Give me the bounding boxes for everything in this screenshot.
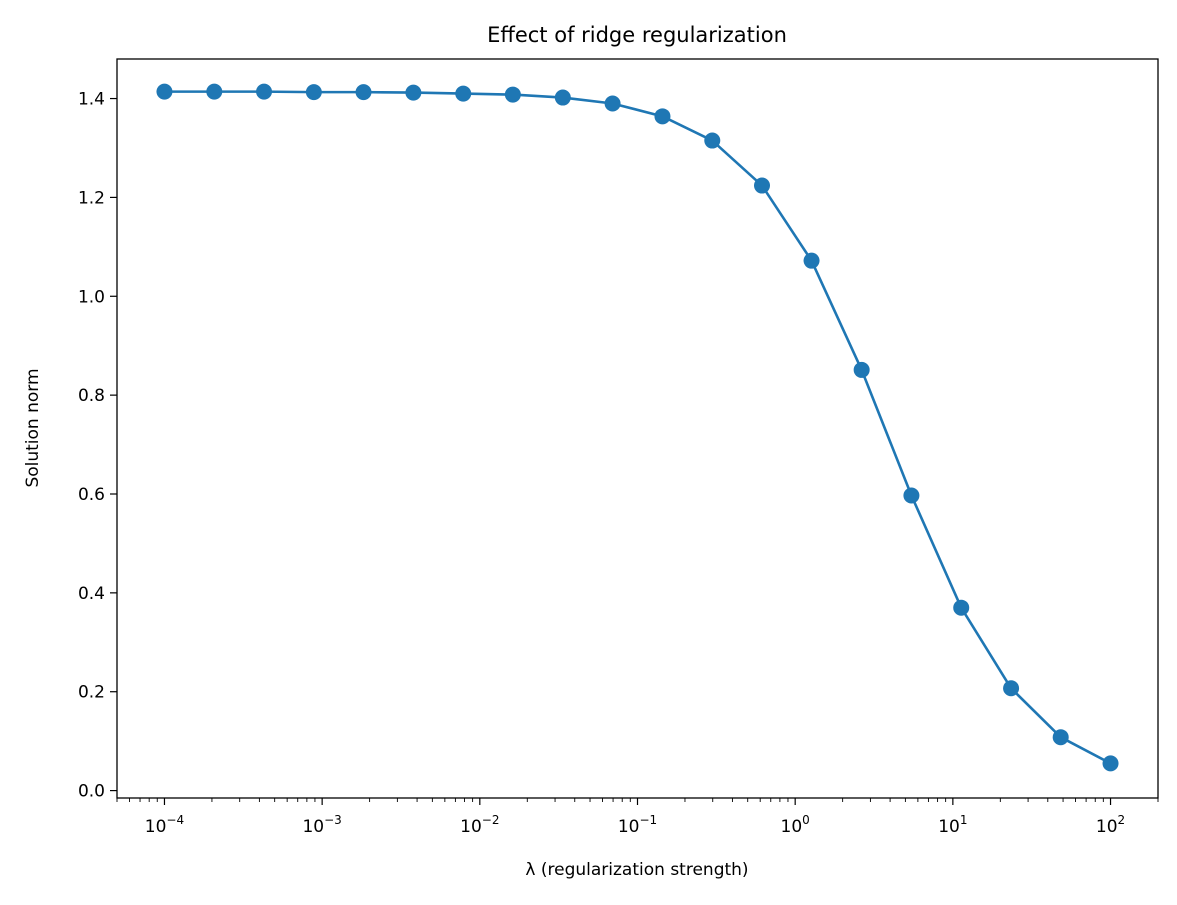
x-tick-label-base: 10 [938, 817, 960, 837]
data-point [604, 95, 621, 112]
x-tick-label-exponent: −2 [482, 813, 500, 827]
x-tick-label-exponent: 2 [1118, 813, 1126, 827]
x-tick-label-base: 10 [781, 817, 803, 837]
data-point [1102, 755, 1119, 772]
data-point [305, 84, 322, 101]
data-point [803, 252, 820, 269]
x-tick-label: 102 [1096, 813, 1125, 837]
data-point [1003, 680, 1020, 697]
y-tick-label: 0.2 [78, 683, 105, 703]
data-point [654, 108, 671, 125]
series-line [164, 90, 1112, 765]
x-tick-label: 10−4 [145, 813, 184, 837]
data-point [704, 132, 721, 149]
x-tick-label-exponent: −1 [639, 813, 657, 827]
x-tick-label-base: 10 [145, 817, 167, 837]
data-point [455, 85, 472, 102]
data-point [903, 487, 920, 504]
data-point [554, 89, 571, 106]
x-tick-label-exponent: 1 [960, 813, 968, 827]
data-point [156, 83, 173, 100]
x-tick-label-base: 10 [618, 817, 640, 837]
x-tick-label: 101 [938, 813, 967, 837]
x-tick-label: 10−2 [460, 813, 499, 837]
y-tick-label: 1.4 [78, 90, 105, 110]
x-tick-label: 100 [781, 813, 810, 837]
x-axis-label: λ (regularization strength) [525, 860, 748, 880]
y-tick-label: 1.2 [78, 188, 105, 208]
data-point [405, 84, 422, 101]
x-tick-label-base: 10 [302, 817, 324, 837]
data-point [753, 177, 770, 194]
y-axis-label: Solution norm [23, 368, 43, 487]
x-tick-label: 10−1 [618, 813, 657, 837]
x-tick-label-exponent: 0 [802, 813, 810, 827]
data-point [953, 599, 970, 616]
chart-title: Effect of ridge regularization [487, 23, 787, 47]
plot-frame [116, 58, 1159, 799]
series-layer [156, 83, 1119, 772]
x-tick-label: 10−3 [302, 813, 341, 837]
x-tick-label-base: 10 [460, 817, 482, 837]
data-point [256, 83, 273, 100]
y-tick-label: 1.0 [78, 287, 105, 307]
y-tick-label: 0.0 [78, 782, 105, 802]
data-point [1052, 729, 1069, 746]
x-tick-label-base: 10 [1096, 817, 1118, 837]
y-tick-label: 0.4 [78, 584, 105, 604]
ticks-layer: 10−4 10−3 10−2 10−1 100 101 1020.00.20.40.60.8… [78, 90, 1159, 837]
data-point [206, 83, 223, 100]
data-point [853, 361, 870, 378]
y-tick-label: 0.6 [78, 485, 105, 505]
x-tick-label-exponent: −3 [324, 813, 342, 827]
x-tick-label-exponent: −4 [166, 813, 184, 827]
y-tick-label: 0.8 [78, 386, 105, 406]
data-point [504, 86, 521, 103]
data-point [355, 84, 372, 101]
